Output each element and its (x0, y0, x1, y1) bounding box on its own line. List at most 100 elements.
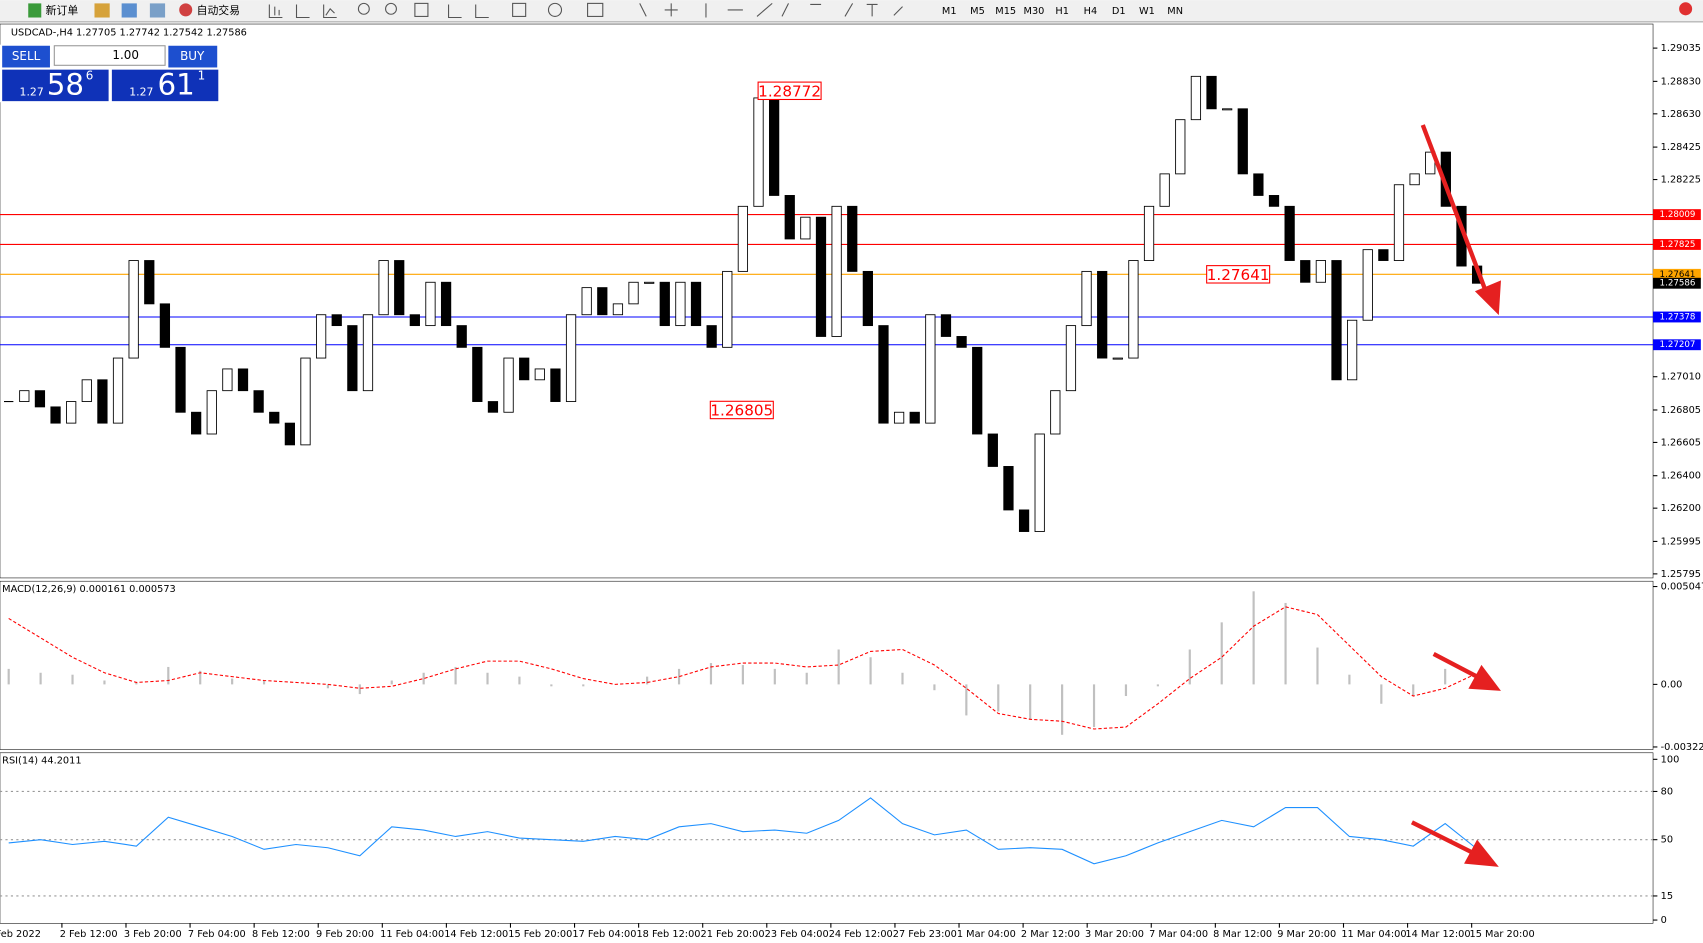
candle (1347, 319, 1358, 381)
candle (315, 314, 327, 359)
candle (472, 346, 483, 402)
candle (487, 401, 499, 413)
candle (300, 357, 311, 446)
candle (331, 314, 342, 327)
y-tick-label: 100 (1661, 754, 1680, 765)
auto-trading-icon[interactable] (179, 3, 193, 17)
timeframe-button[interactable]: H1 (1055, 6, 1069, 17)
candle (628, 281, 639, 305)
timeframe-button[interactable]: D1 (1112, 6, 1126, 17)
auto-trading-button[interactable]: 自动交易 (197, 3, 240, 17)
macd-bar (933, 684, 936, 691)
candle (222, 368, 233, 392)
x-tick-label: 24 Feb 12:00 (829, 929, 893, 940)
x-tick-label: 8 Mar 12:00 (1213, 929, 1272, 940)
sell-label[interactable]: SELL (12, 49, 41, 63)
macd-bar (262, 680, 266, 685)
tool-icon[interactable] (94, 3, 110, 18)
macd-bar (965, 684, 968, 716)
sell-big-figure: 1.27 (20, 85, 44, 98)
tool-icon[interactable] (121, 3, 137, 18)
macd-bar (454, 666, 457, 685)
macd-bar (582, 684, 585, 687)
candle (81, 379, 92, 402)
macd-bar (1380, 684, 1383, 704)
candle (1300, 260, 1311, 283)
candle (519, 357, 530, 381)
y-tick-label: 1.26605 (1661, 437, 1701, 448)
macd-bar (1348, 674, 1351, 685)
x-tick-label: 11 Mar 04:00 (1341, 929, 1406, 940)
trend-arrow (1410, 820, 1476, 856)
price-annotation: 1.27641 (1207, 266, 1270, 284)
arrows (1410, 124, 1501, 867)
x-tick-label: 7 Mar 04:00 (1149, 929, 1208, 940)
macd-bar (1284, 602, 1287, 685)
macd-bar (1029, 684, 1032, 720)
tool-icon[interactable] (149, 3, 166, 18)
buy-label[interactable]: BUY (180, 49, 205, 63)
y-tick-label: 1.28830 (1661, 76, 1701, 87)
candle (1190, 75, 1202, 121)
candle (1128, 260, 1139, 359)
sell-price-box[interactable] (2, 69, 109, 102)
sell-pips: 58 (47, 67, 84, 101)
new-order-icon[interactable] (28, 3, 42, 18)
x-tick-label: 3 Mar 20:00 (1085, 929, 1144, 940)
sell-button[interactable] (2, 45, 50, 68)
candle (1034, 433, 1045, 532)
candle (1175, 119, 1186, 175)
x-tick-label: 14 Mar 12:00 (1405, 929, 1470, 940)
timeframe-button[interactable]: M5 (970, 6, 985, 17)
lot-value[interactable]: 1.00 (112, 48, 139, 62)
candle (753, 97, 764, 207)
macd-bar (422, 672, 425, 685)
candle (581, 287, 592, 316)
price-annotation: 1.26805 (710, 402, 773, 420)
timeframe-button[interactable]: H4 (1084, 6, 1098, 17)
candle (1065, 325, 1077, 392)
arrow-head (1464, 839, 1499, 867)
macd-bar (103, 680, 106, 685)
y-tick-label: 1.27010 (1661, 372, 1701, 383)
macd-bar (326, 684, 329, 689)
candle (706, 325, 717, 348)
drawing-tools[interactable] (268, 2, 903, 19)
y-tick-label: 0.00 (1661, 679, 1683, 690)
macd-bar (39, 672, 42, 685)
x-tick-label: 18 Feb 12:00 (636, 929, 700, 940)
buy-fraction: 1 (198, 69, 206, 83)
y-tick-label: 1.26200 (1661, 503, 1701, 514)
candle (722, 270, 733, 348)
new-order-button[interactable]: 新订单 (46, 3, 79, 17)
rsi-header: RSI(14) 44.2011 (2, 755, 81, 766)
macd-bar (1188, 649, 1191, 685)
candle (675, 281, 686, 327)
timeframe-button[interactable]: M30 (1024, 6, 1045, 17)
candle (862, 270, 873, 327)
x-tick-label: 15 Mar 20:00 (1469, 929, 1534, 940)
candle (1112, 357, 1123, 360)
buy-button[interactable] (168, 45, 218, 68)
lot-input[interactable] (53, 45, 166, 66)
buy-pips: 61 (157, 67, 194, 101)
timeframe-button[interactable]: MN (1167, 6, 1183, 17)
arrow-head (1474, 280, 1501, 316)
timeframe-button[interactable]: W1 (1139, 6, 1155, 17)
x-tick-label: 3 Feb 20:00 (124, 929, 182, 940)
rsi-frame (0, 752, 1654, 924)
timeframe-button[interactable]: M1 (942, 6, 957, 17)
candle (1378, 249, 1389, 261)
x-tick-label: 2 Feb 12:00 (60, 929, 118, 940)
toolbar (0, 0, 1703, 22)
macd-bar (997, 684, 1000, 712)
y-tick-label: 1.29035 (1661, 43, 1701, 54)
y-tick-label: 1.25995 (1661, 536, 1701, 547)
timeframe-button[interactable]: M15 (995, 6, 1016, 17)
candle (893, 411, 905, 424)
candle (66, 401, 77, 424)
level-tag-label: 1.28009 (1660, 210, 1696, 220)
macd-bar (1444, 668, 1447, 685)
buy-price-box[interactable] (111, 69, 219, 102)
